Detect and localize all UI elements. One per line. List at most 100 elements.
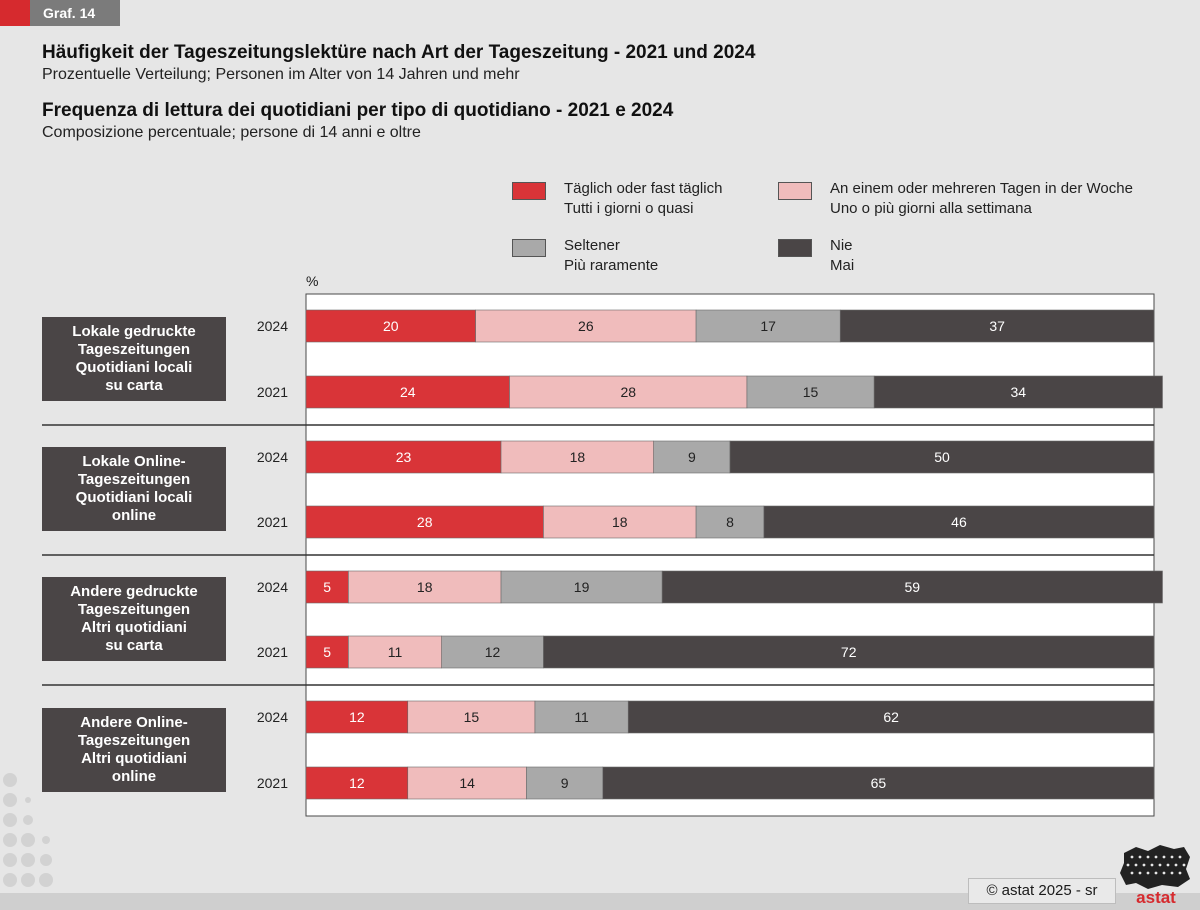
- graf-label: Graf. 14: [43, 5, 96, 21]
- data-label: 23: [396, 449, 412, 465]
- bar-segment: [695, 505, 765, 539]
- subtitle-de: Prozentuelle Verteilung; Personen im Alt…: [42, 66, 520, 83]
- bar-segment: [526, 766, 604, 800]
- bar-segment: [509, 375, 748, 409]
- data-label: 12: [485, 644, 501, 660]
- copyright-credit: © astat 2025 - sr: [968, 878, 1116, 904]
- data-label: 24: [400, 384, 416, 400]
- category-box: Andere gedruckte Tageszeitungen Altri qu…: [42, 577, 226, 661]
- category-label: su carta: [105, 637, 163, 654]
- data-label: 28: [620, 384, 636, 400]
- bar-segment: [500, 440, 654, 474]
- legend-label-de: Täglich oder fast täglich: [564, 180, 723, 197]
- bar-segment: [763, 505, 1155, 539]
- subtitle-it: Composizione percentuale; persone di 14 …: [42, 124, 421, 141]
- logo-text: astat: [1136, 888, 1176, 907]
- graf-tag-red-block: [0, 0, 30, 26]
- category-label: online: [111, 768, 157, 785]
- data-label: 20: [383, 318, 399, 334]
- footer-bar: [0, 893, 1200, 910]
- bar-segment: [500, 570, 663, 604]
- data-label: 14: [459, 775, 475, 791]
- data-label: 59: [905, 579, 921, 595]
- bar-segment: [348, 635, 442, 669]
- category-box: Lokale Online- Tageszeitungen Quotidiani…: [42, 447, 226, 531]
- data-label: 65: [871, 775, 887, 791]
- bar-segment: [305, 440, 502, 474]
- bar-segment: [543, 635, 1155, 669]
- data-label: 26: [578, 318, 594, 334]
- credit-text: astat 2025 - sr: [1001, 882, 1098, 899]
- bar-segment: [305, 375, 510, 409]
- bar-segment: [695, 309, 841, 343]
- year-label: 2024: [257, 709, 288, 725]
- year-label: 2024: [257, 318, 288, 334]
- legend-swatch: [778, 182, 812, 200]
- data-label: 5: [323, 644, 331, 660]
- year-label: 2024: [257, 449, 288, 465]
- year-label: 2021: [257, 644, 288, 660]
- legend-label-de: Seltener: [564, 237, 620, 254]
- astat-logo: astat: [1120, 845, 1190, 907]
- data-label: 15: [803, 384, 819, 400]
- data-label: 11: [388, 644, 403, 660]
- legend-swatch: [778, 239, 812, 257]
- data-label: 50: [934, 449, 950, 465]
- data-label: 18: [570, 449, 586, 465]
- category-label: Altri quotidiani: [81, 619, 187, 636]
- bar-segment: [475, 309, 697, 343]
- data-label: 12: [349, 775, 365, 791]
- data-label: 11: [574, 709, 589, 725]
- data-label: 9: [688, 449, 696, 465]
- category-label: Quotidiani locali: [75, 359, 193, 376]
- category-box: Lokale gedruckte Tageszeitungen Quotidia…: [42, 317, 226, 401]
- bar-segment: [441, 635, 544, 669]
- bar-segment: [729, 440, 1155, 474]
- category-label: Altri quotidiani: [81, 750, 187, 767]
- data-label: 9: [561, 775, 569, 791]
- data-label: 15: [464, 709, 480, 725]
- data-label: 72: [841, 644, 857, 660]
- data-label: 62: [883, 709, 899, 725]
- bar-segment: [602, 766, 1155, 800]
- title-de: Häufigkeit der Tageszeitungslektüre nach…: [42, 42, 756, 63]
- category-label: Lokale gedruckte: [72, 323, 196, 340]
- data-label: 18: [417, 579, 433, 595]
- category-label: Andere gedruckte: [70, 583, 198, 600]
- legend-label-de: Nie: [830, 237, 853, 254]
- year-label: 2024: [257, 579, 288, 595]
- unit-label: %: [306, 273, 319, 289]
- data-label: 5: [323, 579, 331, 595]
- category-label: Tageszeitungen: [77, 471, 191, 488]
- legend-swatch: [512, 182, 546, 200]
- data-label: 34: [1011, 384, 1027, 400]
- title-it: Frequenza di lettura dei quotidiani per …: [42, 100, 674, 121]
- category-label: Andere Online-: [80, 714, 188, 731]
- data-label: 46: [951, 514, 967, 530]
- legend-label-it: Uno o più giorni alla settimana: [830, 200, 1032, 217]
- bar-segment: [627, 700, 1155, 734]
- category-label: su carta: [105, 377, 163, 394]
- data-label: 37: [989, 318, 1005, 334]
- data-label: 18: [612, 514, 628, 530]
- bar-segment: [305, 505, 544, 539]
- bar-segment: [407, 700, 536, 734]
- bar-segment: [305, 309, 476, 343]
- bar-segment: [305, 766, 409, 800]
- bar-segment: [305, 570, 349, 604]
- bar-segment: [839, 309, 1155, 343]
- bar-segment: [653, 440, 731, 474]
- category-label: Tageszeitungen: [77, 341, 191, 358]
- data-label: 12: [349, 709, 365, 725]
- bar-segment: [534, 700, 629, 734]
- category-box: Andere Online- Tageszeitungen Altri quot…: [42, 708, 226, 792]
- legend-label-de: An einem oder mehreren Tagen in der Woch…: [830, 180, 1133, 197]
- legend-swatch: [512, 239, 546, 257]
- legend-label-it: Più raramente: [564, 257, 659, 274]
- category-label: Lokale Online-: [82, 453, 186, 470]
- legend-label-it: Tutti i giorni o quasi: [564, 200, 694, 217]
- copyright-icon: ©: [986, 882, 998, 899]
- bar-segment: [407, 766, 527, 800]
- category-label: Tageszeitungen: [77, 732, 191, 749]
